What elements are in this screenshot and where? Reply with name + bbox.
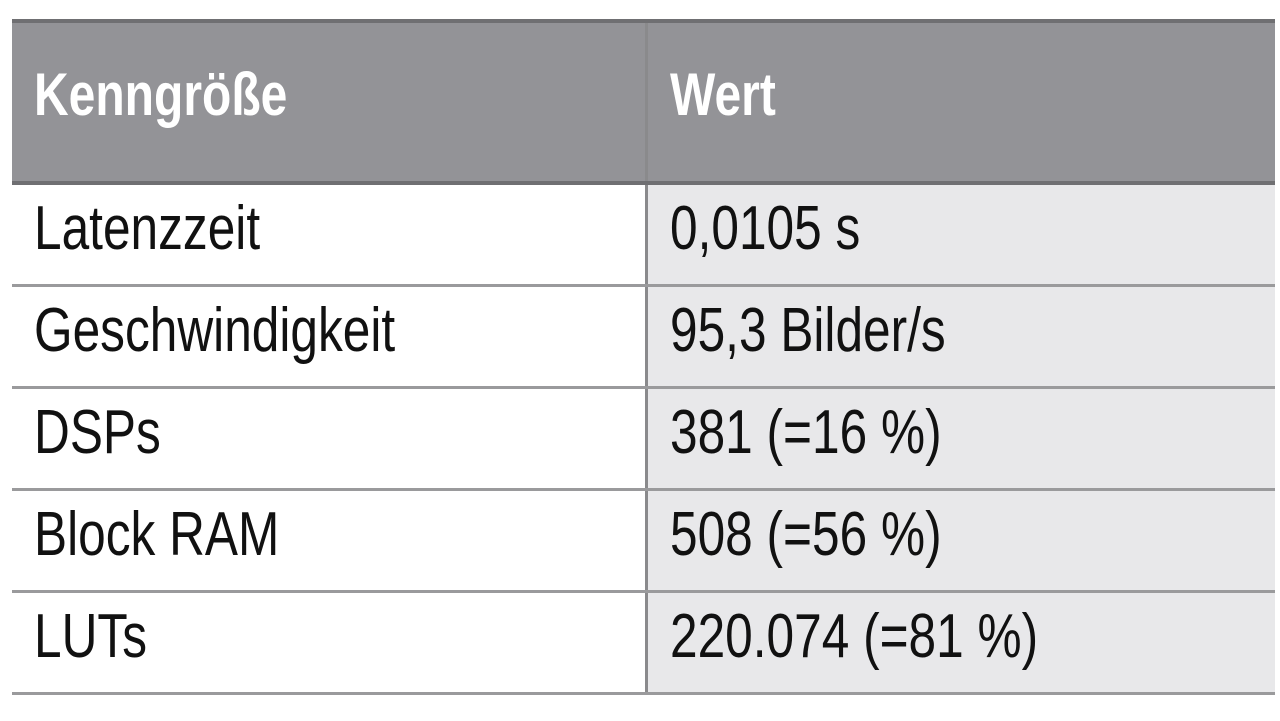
cell-key: LUTs [12,591,647,695]
header-label: Wert [670,60,776,128]
cell-key: Latenzzeit [12,183,647,287]
value-text: 220.074 (=81 %) [670,602,1039,671]
key-text: Latenzzeit [34,194,261,263]
table-row: LUTs 220.074 (=81 %) [12,591,1275,695]
header-wert: Wert [645,19,1275,185]
cell-value: 381 (=16 %) [645,387,1275,491]
key-text: Geschwindigkeit [34,296,396,365]
cell-value: 220.074 (=81 %) [645,591,1275,695]
parameter-table: Kenngröße Wert Latenzzeit 0,0105 s Gesch… [12,19,1275,695]
header-kenngroesse: Kenngröße [12,19,647,185]
cell-value: 95,3 Bilder/s [645,285,1275,389]
header-row: Kenngröße Wert [12,19,1275,185]
key-text: LUTs [34,602,148,671]
cell-value: 508 (=56 %) [645,489,1275,593]
key-text: DSPs [34,398,161,467]
cell-key: DSPs [12,387,647,491]
cell-key: Geschwindigkeit [12,285,647,389]
cell-key: Block RAM [12,489,647,593]
table-row: Latenzzeit 0,0105 s [12,183,1275,287]
value-text: 381 (=16 %) [670,398,942,467]
header-label: Kenngröße [34,60,288,128]
cell-value: 0,0105 s [645,183,1275,287]
table-row: Geschwindigkeit 95,3 Bilder/s [12,285,1275,389]
value-text: 95,3 Bilder/s [670,296,946,365]
table-row: DSPs 381 (=16 %) [12,387,1275,491]
value-text: 0,0105 s [670,194,861,263]
key-text: Block RAM [34,500,280,569]
table-row: Block RAM 508 (=56 %) [12,489,1275,593]
value-text: 508 (=56 %) [670,500,942,569]
